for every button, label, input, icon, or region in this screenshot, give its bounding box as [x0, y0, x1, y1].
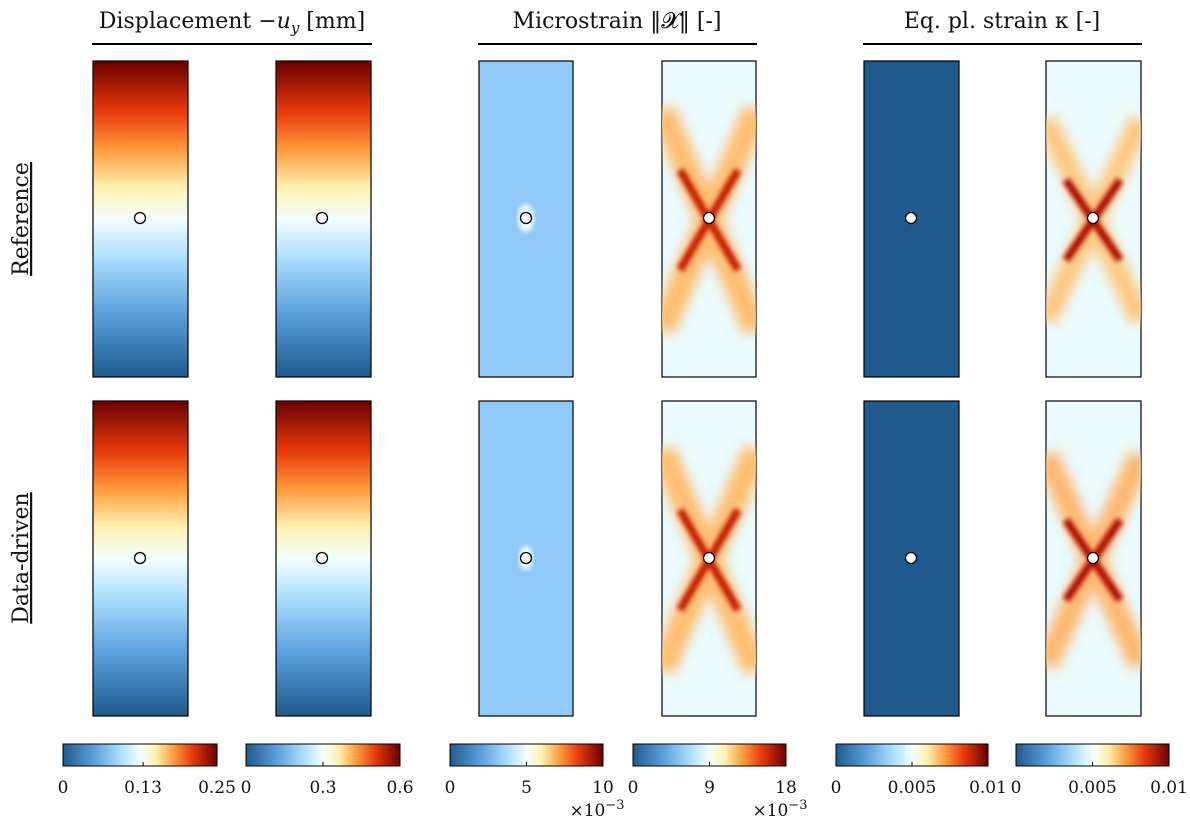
- row-label: Reference: [9, 162, 34, 276]
- tick-label: 0: [831, 778, 842, 798]
- multiplier-exponent: −3: [605, 798, 624, 813]
- tick-label: 0.005: [888, 778, 937, 798]
- tick-label: 0: [58, 778, 69, 798]
- multiplier-base: ×10: [752, 801, 788, 821]
- multiplier: ×10−3: [752, 798, 807, 821]
- tick-label: 0.01: [1150, 778, 1188, 798]
- header: Eq. pl. strain κ [-]: [904, 9, 1101, 34]
- row-label: Data-driven: [9, 492, 34, 623]
- tick-label: 10: [592, 778, 614, 798]
- header: Displacement −uy [mm]: [99, 9, 365, 37]
- colorbar: [62, 743, 218, 767]
- multiplier-exponent: −3: [788, 798, 807, 813]
- panels: [92, 60, 1142, 717]
- header: Microstrain ‖𝓧‖ [-]: [513, 9, 722, 34]
- multiplier-base: ×10: [569, 801, 605, 821]
- tick-label: 0: [628, 778, 639, 798]
- tick-label: 0.13: [124, 778, 162, 798]
- tick-label: 0: [445, 778, 456, 798]
- headers: Displacement −uy [mm] Microstrain ‖𝓧‖ [-…: [9, 9, 1142, 624]
- tick-label: 9: [704, 778, 715, 798]
- multiplier: ×10−3: [569, 798, 624, 821]
- tick-label: 0.01: [969, 778, 1007, 798]
- tick-label: 0.6: [386, 778, 413, 798]
- tick-label: 18: [775, 778, 797, 798]
- tick-label: 0: [1011, 778, 1022, 798]
- markers: [133, 211, 1100, 565]
- tick-label: 0.005: [1068, 778, 1117, 798]
- tick-label: 0: [241, 778, 252, 798]
- tick-label: 0.3: [309, 778, 336, 798]
- tick-label: 0.25: [198, 778, 236, 798]
- tick-label: 5: [521, 778, 532, 798]
- colorbars: 0 0.13 0.25 0 0.3 0.6 0 5 10×10−30 9 18×10−30 0.005…: [58, 743, 1188, 821]
